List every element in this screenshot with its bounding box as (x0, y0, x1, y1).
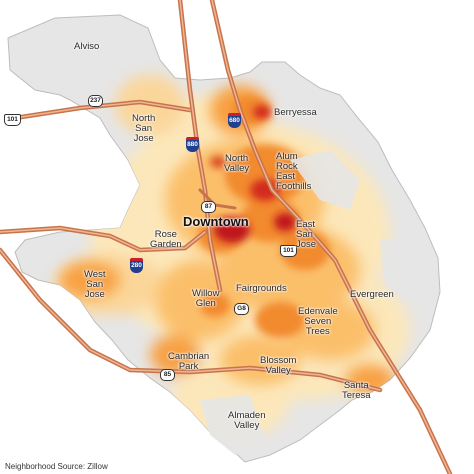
label-east-san-jose: East San Jose (296, 219, 317, 250)
label-alum-rock-east-foothills: Alum Rock East Foothills (276, 151, 312, 192)
label-edenvale-seven-trees: Edenvale Seven Trees (298, 306, 338, 337)
interstate-280-shield: 280 (130, 258, 143, 273)
route-g8-shield: G8 (234, 303, 249, 315)
label-alviso: Alviso (74, 41, 100, 52)
label-downtown: Downtown (183, 214, 249, 229)
interstate-680-shield: 680 (228, 113, 241, 128)
route-85-shield: 85 (160, 369, 175, 381)
source-note: Neighborhood Source: Zillow (5, 462, 108, 471)
label-west-san-jose: West San Jose (84, 269, 106, 300)
label-evergreen: Evergreen (350, 289, 394, 300)
label-almaden-valley: Almaden Valley (228, 410, 266, 431)
label-blossom-valley: Blossom Valley (260, 355, 297, 376)
label-berryessa: Berryessa (274, 107, 317, 118)
label-north-san-jose: North San Jose (132, 113, 156, 144)
route-237-shield: 237 (88, 95, 103, 107)
label-willow-glen: Willow Glen (192, 288, 220, 309)
route-87-shield: 87 (201, 201, 216, 213)
route-101-north-shield: 101 (4, 114, 21, 126)
label-rose-garden: Rose Garden (150, 229, 182, 250)
label-fairgrounds: Fairgrounds (236, 283, 287, 294)
unincorporated-pockets (200, 150, 432, 455)
interstate-880-shield: 880 (186, 137, 199, 152)
label-cambrian-park: Cambrian Park (168, 351, 210, 372)
label-north-valley: North Valley (224, 153, 250, 174)
label-santa-teresa: Santa Teresa (342, 380, 371, 401)
route-101-south-shield: 101 (280, 245, 297, 257)
